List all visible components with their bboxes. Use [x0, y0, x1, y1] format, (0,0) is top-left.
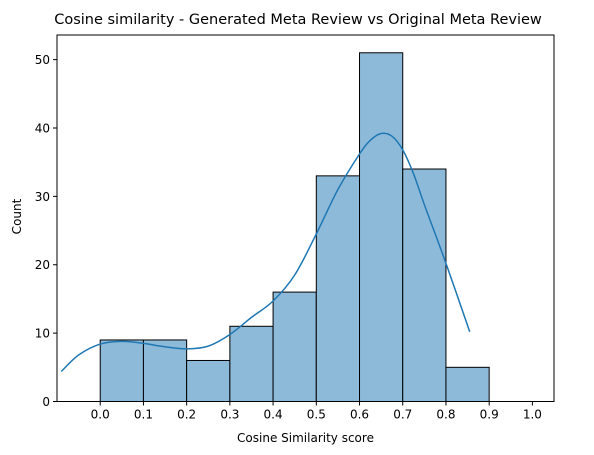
histogram-bar	[99, 339, 144, 402]
histogram-bar	[315, 175, 361, 402]
y-tick-label: 0	[42, 395, 50, 409]
y-tick-label: 20	[35, 258, 50, 272]
x-tick-label: 0.8	[436, 408, 455, 422]
x-tick-label: 0.7	[393, 408, 412, 422]
y-axis-ticks: 0 10 20 30 40 50	[35, 53, 57, 409]
histogram-bar	[445, 366, 490, 402]
x-tick-label: 0.3	[220, 408, 239, 422]
histogram-bar	[402, 168, 447, 402]
x-tick-label: 0.6	[350, 408, 369, 422]
plot-frame	[56, 34, 555, 402]
histogram-bar	[359, 52, 404, 402]
histogram-bar	[186, 359, 231, 402]
y-axis-label: Count	[10, 198, 24, 234]
x-axis-ticks: 0.0 0.1 0.2 0.3 0.4 0.5 0.6 0.7 0.8 0.9 1.0	[91, 401, 542, 422]
histogram-bar	[142, 339, 188, 402]
y-tick-label: 40	[35, 121, 50, 135]
histogram-bar	[272, 291, 317, 402]
y-tick-label: 10	[35, 327, 50, 341]
x-tick-label: 0.0	[91, 408, 110, 422]
chart-title: Cosine similarity - Generated Meta Revie…	[54, 12, 542, 28]
x-tick-label: 0.1	[134, 408, 153, 422]
kde-curve	[60, 132, 471, 372]
x-tick-label: 0.4	[264, 408, 283, 422]
x-tick-label: 0.5	[307, 408, 326, 422]
x-tick-label: 1.0	[523, 408, 542, 422]
x-tick-label: 0.2	[177, 408, 196, 422]
y-tick-label: 30	[35, 190, 50, 204]
x-axis-label: Cosine Similarity score	[237, 431, 374, 445]
y-tick-label: 50	[35, 53, 50, 67]
x-tick-label: 0.9	[480, 408, 499, 422]
histogram-bar	[229, 325, 274, 403]
histogram-bars	[99, 52, 490, 403]
